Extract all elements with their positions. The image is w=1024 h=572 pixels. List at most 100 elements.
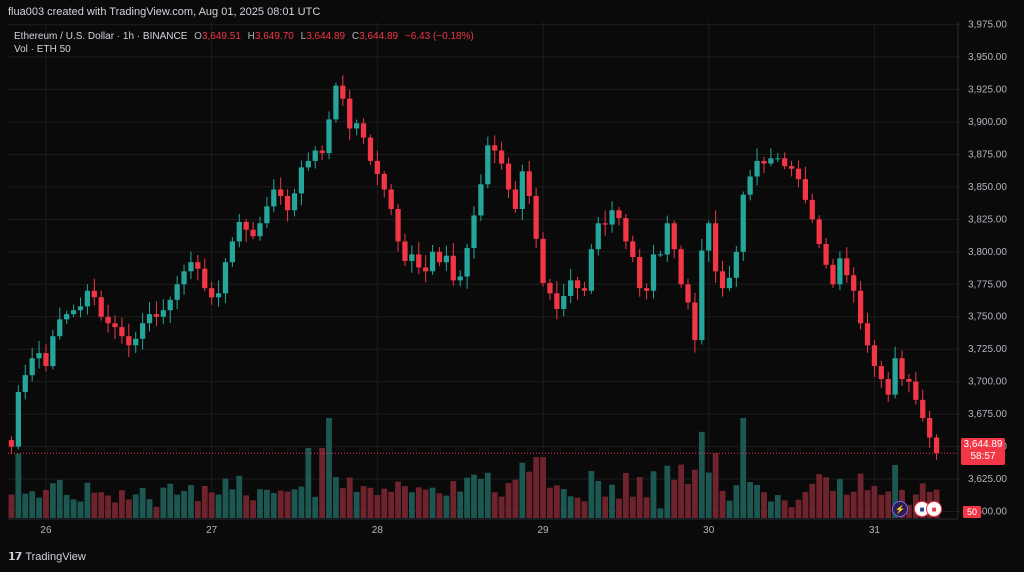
candle-body: [740, 194, 746, 252]
candle-body: [105, 316, 111, 324]
volume-bar: [712, 453, 719, 518]
candle-body: [498, 150, 505, 164]
candle-body: [257, 223, 263, 237]
y-tick-label: 3,875.00: [968, 149, 1007, 160]
y-tick-label: 3,750.00: [968, 312, 1007, 323]
lightning-icon[interactable]: ⚡: [892, 501, 908, 517]
volume-bar: [167, 483, 174, 518]
symbol-title[interactable]: Ethereum / U.S. Dollar · 1h · BINANCE: [14, 31, 188, 42]
y-tick-label: 3,675.00: [968, 409, 1007, 420]
low-label: L: [300, 31, 307, 42]
last-price-badge: 3,644.89 58:57: [961, 438, 1005, 465]
volume-bar: [885, 491, 892, 518]
candle-body: [795, 168, 802, 180]
candle-body: [98, 297, 104, 317]
candle-body: [70, 310, 77, 315]
candle-body: [892, 358, 898, 395]
event-icons[interactable]: ⚡: [892, 501, 908, 517]
candle-body: [471, 215, 477, 248]
candle-body: [360, 123, 367, 138]
candle-body: [153, 314, 160, 317]
volume-bar: [174, 494, 181, 518]
candle-body: [782, 158, 788, 167]
volume-bar: [29, 491, 36, 518]
volume-bar: [257, 489, 263, 518]
candle-body: [457, 276, 463, 281]
candle-body: [699, 250, 705, 341]
candle-body: [381, 173, 387, 190]
x-tick-label: 28: [372, 525, 384, 536]
volume-bar: [429, 487, 436, 518]
candle-body: [512, 189, 519, 209]
volume-bar: [422, 489, 429, 518]
last-volume-badge: 50: [963, 506, 981, 518]
candle-body: [443, 255, 450, 263]
volume-bar: [91, 492, 98, 518]
candle-body: [857, 290, 864, 324]
volume-bar: [360, 486, 367, 518]
candle-body: [823, 244, 829, 265]
volume-bar: [747, 482, 754, 518]
volume-bar: [98, 492, 105, 518]
volume-bar: [139, 488, 146, 518]
candle-body: [637, 257, 643, 289]
candle-body: [402, 241, 408, 261]
volume-bar: [105, 495, 112, 518]
candle-body: [119, 327, 125, 337]
y-tick-label: 3,625.00: [968, 474, 1007, 485]
symbol-legend: Ethereum / U.S. Dollar · 1h · BINANCE O3…: [14, 30, 474, 44]
candle-body: [423, 267, 429, 272]
candle-body: [540, 238, 546, 283]
us-flag-icon[interactable]: ■: [926, 501, 942, 517]
candle-body: [685, 284, 691, 303]
volume-bar: [567, 496, 574, 518]
candle-body: [492, 145, 498, 151]
candle-body: [526, 171, 532, 196]
volume-bar: [733, 485, 740, 518]
volume-bar: [298, 486, 305, 518]
candle-body: [112, 323, 118, 328]
candle-body: [284, 195, 291, 211]
volume-bar: [781, 500, 788, 518]
candle-body: [933, 437, 940, 454]
candle-body: [568, 280, 574, 296]
volume-bar: [616, 498, 622, 518]
flag-icons[interactable]: ■ ■: [914, 501, 942, 517]
volume-bar: [871, 485, 878, 518]
candle-body: [340, 85, 346, 99]
volume-bar: [153, 506, 160, 518]
volume-bar: [8, 494, 15, 518]
y-tick-label: 3,925.00: [968, 85, 1007, 96]
close-label: C: [351, 31, 360, 42]
candle-body: [754, 160, 760, 177]
candle-body: [250, 229, 256, 237]
volume-label[interactable]: Vol · ETH: [14, 44, 57, 55]
brand-name: TradingView: [25, 550, 86, 563]
candle-body: [229, 241, 235, 263]
plot-area[interactable]: [8, 22, 960, 518]
candle-body: [188, 262, 194, 272]
candle-body: [775, 158, 781, 160]
volume-bar: [146, 499, 153, 518]
candle-body: [643, 288, 650, 291]
candle-body: [581, 288, 588, 291]
candle-body: [264, 206, 270, 224]
close-value: 3,644.89: [359, 31, 399, 42]
candle-body: [333, 85, 339, 120]
candle-body: [719, 271, 726, 289]
footer-brand: 𝟭𝟳 TradingView: [8, 550, 86, 564]
candle-body: [450, 255, 456, 281]
volume-bar: [526, 471, 533, 518]
volume-bar: [850, 491, 857, 518]
change-value: −6.43 (−0.18%): [404, 31, 474, 42]
candle-body: [243, 221, 249, 230]
volume-bar: [63, 494, 70, 518]
volume-bar: [588, 470, 595, 518]
candle-body: [920, 399, 926, 419]
y-tick-label: 3,700.00: [968, 377, 1007, 388]
volume-bar: [125, 499, 132, 518]
candle-body: [236, 221, 242, 242]
volume-bar: [201, 485, 208, 518]
candle-body: [271, 189, 277, 207]
